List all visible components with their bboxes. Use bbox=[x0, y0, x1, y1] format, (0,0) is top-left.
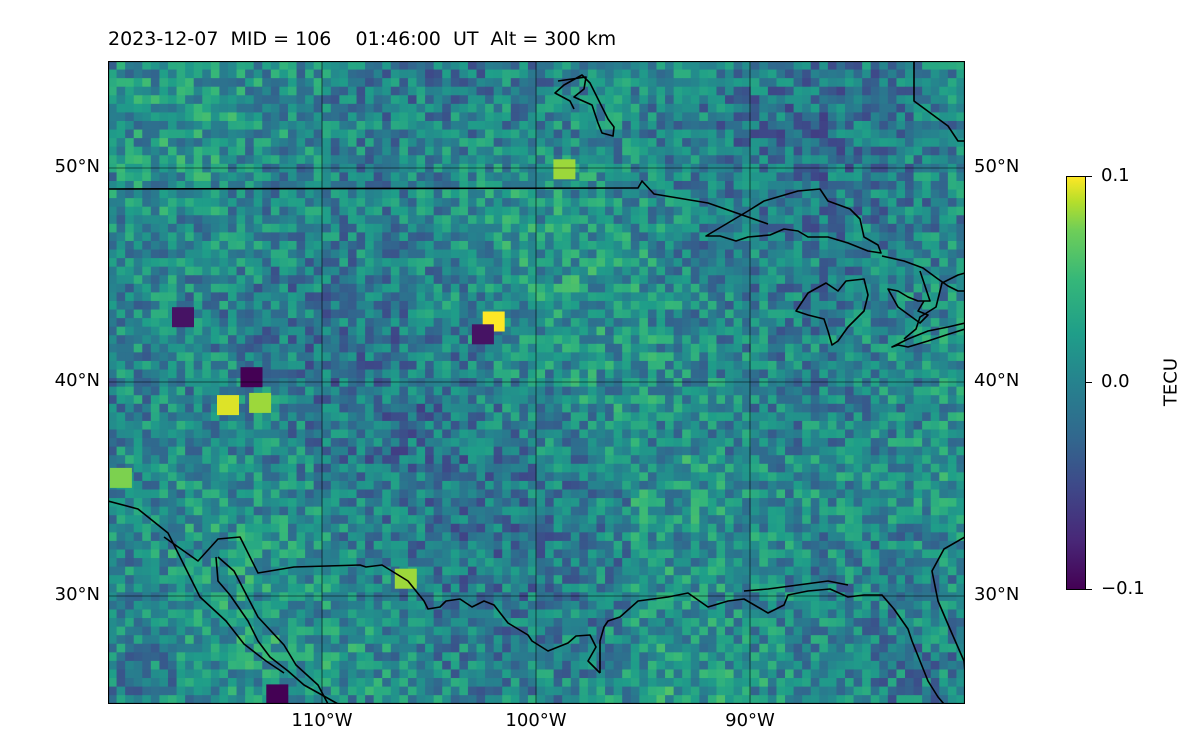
tec-hotspots bbox=[109, 159, 576, 704]
colorbar-tick-min bbox=[1086, 589, 1092, 590]
lon-label-90w: 90°W bbox=[725, 710, 775, 731]
tec-hotspot bbox=[240, 367, 263, 388]
tec-map[interactable] bbox=[108, 61, 965, 704]
colorbar-tick-max bbox=[1086, 176, 1092, 177]
tec-hotspot bbox=[172, 307, 194, 328]
tec-hotspot bbox=[553, 159, 576, 180]
lat-label-30n-right: 30°N bbox=[974, 584, 1020, 605]
lon-label-110w: 110°W bbox=[291, 710, 353, 731]
mexico-pacific-coast bbox=[108, 500, 285, 674]
tec-hotspot bbox=[249, 392, 272, 413]
colorbar bbox=[1066, 176, 1086, 590]
coastlines-and-borders bbox=[108, 61, 965, 704]
tec-hotspot bbox=[394, 568, 417, 589]
lat-label-40n-right: 40°N bbox=[974, 370, 1020, 391]
colorbar-tick-zero bbox=[1086, 382, 1092, 383]
lat-label-50n-left: 50°N bbox=[54, 156, 100, 177]
baja-california bbox=[215, 556, 339, 704]
tec-heatmap-cells bbox=[108, 61, 965, 704]
map-border bbox=[108, 61, 965, 704]
lat-label-40n-left: 40°N bbox=[54, 370, 100, 391]
gulf-coast bbox=[599, 588, 945, 704]
gridlines bbox=[108, 61, 965, 704]
lat-label-50n-right: 50°N bbox=[974, 156, 1020, 177]
colorbar-label-zero: 0.0 bbox=[1101, 371, 1130, 392]
colorbar-unit-label: TECU bbox=[1160, 357, 1182, 407]
island-outline bbox=[554, 74, 615, 137]
tec-hotspot bbox=[471, 324, 494, 345]
lon-label-100w: 100°W bbox=[505, 710, 567, 731]
colorbar-label-min: −0.1 bbox=[1101, 578, 1145, 599]
lake-erie bbox=[891, 322, 965, 348]
tec-hotspot bbox=[217, 395, 239, 416]
lake-michigan bbox=[795, 278, 869, 346]
us-canada-border bbox=[108, 180, 769, 225]
lat-label-30n-left: 30°N bbox=[54, 584, 100, 605]
map-title: 2023-12-07 MID = 106 01:46:00 UT Alt = 3… bbox=[108, 28, 617, 50]
tec-hotspot bbox=[266, 684, 289, 704]
lake-huron bbox=[881, 255, 965, 292]
colorbar-label-max: 0.1 bbox=[1101, 165, 1130, 186]
lake-superior bbox=[705, 188, 882, 254]
hudson-bay-coast bbox=[913, 61, 965, 142]
tec-hotspot bbox=[109, 467, 132, 488]
